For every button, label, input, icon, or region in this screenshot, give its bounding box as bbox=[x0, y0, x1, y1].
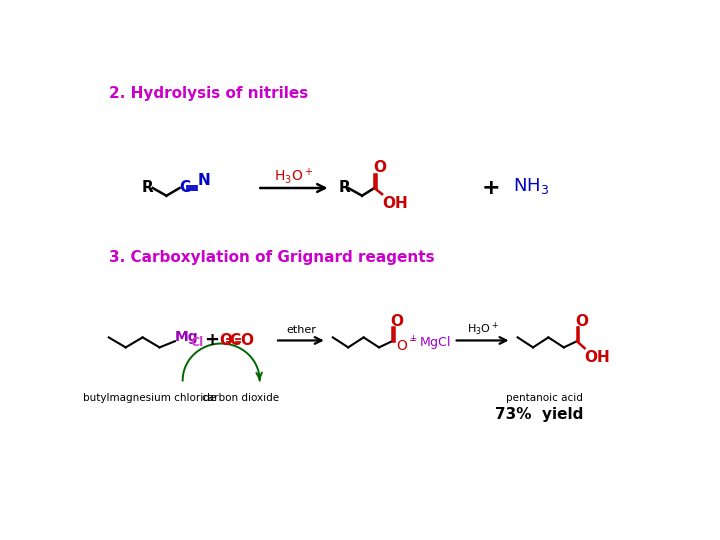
Text: pentanoic acid: pentanoic acid bbox=[506, 393, 583, 403]
Text: 73%  yield: 73% yield bbox=[495, 407, 583, 422]
Text: R: R bbox=[142, 180, 153, 195]
Text: C: C bbox=[179, 180, 191, 195]
Text: $\mathsf{^+MgCl}$: $\mathsf{^+MgCl}$ bbox=[408, 335, 451, 354]
Text: $\mathsf{H_3O^+}$: $\mathsf{H_3O^+}$ bbox=[467, 321, 498, 338]
Text: ether: ether bbox=[286, 325, 316, 335]
Text: $\mathsf{O^-}$: $\mathsf{O^-}$ bbox=[396, 339, 418, 353]
Text: R: R bbox=[338, 180, 350, 195]
Text: carbon dioxide: carbon dioxide bbox=[202, 393, 279, 403]
Text: O: O bbox=[240, 333, 253, 348]
Text: O: O bbox=[575, 314, 588, 329]
Text: N: N bbox=[198, 173, 211, 188]
Text: OH: OH bbox=[585, 350, 611, 364]
Text: 3. Carboxylation of Grignard reagents: 3. Carboxylation of Grignard reagents bbox=[109, 249, 434, 265]
Text: $\mathsf{H_3O^+}$: $\mathsf{H_3O^+}$ bbox=[274, 167, 313, 186]
Text: O: O bbox=[219, 333, 232, 348]
Text: +: + bbox=[204, 332, 219, 349]
Text: Cl: Cl bbox=[190, 335, 204, 348]
Text: O: O bbox=[390, 314, 403, 329]
Text: C: C bbox=[229, 333, 240, 348]
Text: O: O bbox=[373, 160, 386, 176]
Text: +: + bbox=[482, 178, 500, 198]
Text: OH: OH bbox=[382, 195, 408, 211]
Text: butylmagnesium chloride: butylmagnesium chloride bbox=[83, 393, 216, 403]
Text: Mg: Mg bbox=[175, 329, 199, 343]
Text: 2. Hydrolysis of nitriles: 2. Hydrolysis of nitriles bbox=[109, 86, 308, 102]
Text: $\mathsf{NH_3}$: $\mathsf{NH_3}$ bbox=[513, 176, 549, 195]
